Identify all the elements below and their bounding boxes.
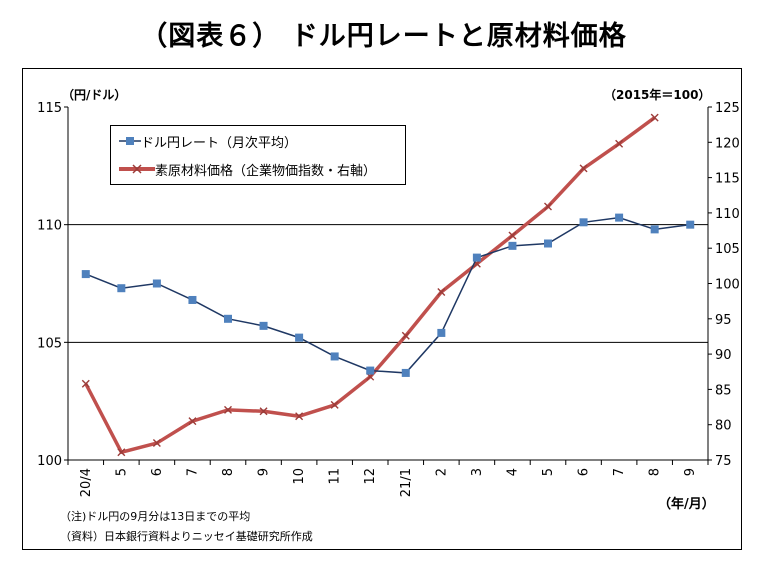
x-tick-label: 6 bbox=[577, 468, 592, 476]
right-tick-label: 105 bbox=[715, 242, 740, 257]
usdjpy-point bbox=[224, 314, 232, 323]
left-axis-unit: （円/ドル） bbox=[62, 88, 127, 102]
note-line-1: （注)ドル円の9月分は13日までの平均 bbox=[60, 510, 251, 523]
x-tick-label: 4 bbox=[505, 468, 520, 476]
left-tick-label: 105 bbox=[37, 336, 62, 351]
materials-point bbox=[401, 331, 410, 340]
materials-point bbox=[650, 113, 659, 122]
usdjpy-point bbox=[117, 284, 126, 293]
right-tick-label: 90 bbox=[715, 348, 732, 363]
right-tick-label: 80 bbox=[715, 419, 732, 434]
x-tick-label: 10 bbox=[292, 468, 307, 485]
x-tick-label: 8 bbox=[648, 468, 663, 476]
x-tick-label: 9 bbox=[683, 468, 698, 476]
x-tick-label: 9 bbox=[257, 468, 272, 476]
left-tick-label: 115 bbox=[37, 101, 62, 116]
right-axis-unit: （2015年＝100） bbox=[604, 88, 711, 102]
usdjpy-point bbox=[401, 368, 410, 377]
x-tick-label: 5 bbox=[114, 468, 129, 476]
usdjpy-point bbox=[366, 366, 375, 375]
left-tick-label: 100 bbox=[37, 454, 62, 469]
x-tick-label: 7 bbox=[612, 468, 627, 476]
materials-point bbox=[259, 407, 268, 416]
legend-swatch-materials bbox=[119, 164, 155, 174]
x-axis-unit: （年/月） bbox=[658, 497, 715, 512]
materials-point bbox=[224, 405, 232, 414]
right-tick-label: 95 bbox=[715, 313, 732, 328]
series-line-usdjpy bbox=[85, 216, 691, 374]
materials-point bbox=[615, 139, 624, 148]
legend-item-usdjpy: ドル円レート（月次平均） bbox=[119, 131, 297, 151]
right-tick-label: 100 bbox=[715, 278, 740, 293]
materials-point bbox=[330, 400, 339, 409]
chart-frame bbox=[22, 68, 742, 550]
usdjpy-point bbox=[650, 225, 659, 234]
chart-title: （図表６） ドル円レートと原材料価格 bbox=[140, 21, 627, 52]
materials-point bbox=[188, 417, 197, 426]
right-tick-label: 110 bbox=[715, 207, 740, 222]
usdjpy-point bbox=[152, 279, 161, 288]
legend-label-materials: 素原材料価格（企業物価指数・右軸） bbox=[155, 163, 377, 179]
usdjpy-point bbox=[544, 239, 552, 248]
legend: ドル円レート（月次平均） 素原材料価格（企業物価指数・右軸） bbox=[110, 125, 406, 185]
materials-point bbox=[544, 202, 552, 211]
left-tick-label: 110 bbox=[37, 219, 62, 234]
usdjpy-point bbox=[81, 270, 90, 279]
x-tick-label: 11 bbox=[328, 468, 343, 485]
legend-label-usdjpy: ドル円レート（月次平均） bbox=[141, 135, 298, 151]
right-tick-label: 115 bbox=[715, 172, 740, 187]
x-tick-label: 3 bbox=[470, 468, 485, 476]
right-tick-label: 120 bbox=[715, 136, 740, 151]
right-tick-label: 125 bbox=[715, 101, 740, 116]
usdjpy-point bbox=[508, 241, 517, 250]
materials-point bbox=[579, 164, 588, 173]
x-tick-label: 5 bbox=[541, 468, 556, 476]
x-tick-label: 6 bbox=[150, 468, 165, 476]
materials-point bbox=[295, 412, 304, 421]
usdjpy-point bbox=[437, 328, 446, 337]
legend-swatch-usdjpy bbox=[119, 137, 141, 145]
usdjpy-point bbox=[295, 333, 304, 342]
x-tick-label: 12 bbox=[363, 468, 378, 485]
legend-item-materials: 素原材料価格（企業物価指数・右軸） bbox=[119, 159, 376, 179]
right-tick-label: 85 bbox=[715, 383, 732, 398]
x-tick-label: 7 bbox=[185, 468, 200, 476]
materials-point bbox=[437, 287, 446, 296]
source-line: （資料）日本銀行資料よりニッセイ基礎研究所作成 bbox=[60, 530, 313, 543]
x-tick-label: 2 bbox=[434, 468, 449, 476]
materials-point bbox=[152, 439, 161, 448]
usdjpy-point bbox=[188, 295, 197, 304]
usdjpy-point bbox=[330, 352, 339, 361]
materials-point bbox=[81, 379, 90, 388]
materials-point bbox=[508, 231, 517, 240]
x-tick-label: 20/4 bbox=[79, 468, 94, 497]
usdjpy-point bbox=[615, 213, 624, 222]
usdjpy-point bbox=[579, 218, 588, 227]
x-tick-label: 21/1 bbox=[399, 468, 414, 497]
usdjpy-point bbox=[259, 321, 268, 330]
usdjpy-point bbox=[472, 253, 481, 262]
materials-point bbox=[117, 448, 126, 457]
x-tick-label: 8 bbox=[221, 468, 236, 476]
usdjpy-point bbox=[686, 220, 695, 229]
right-tick-label: 75 bbox=[715, 454, 732, 469]
